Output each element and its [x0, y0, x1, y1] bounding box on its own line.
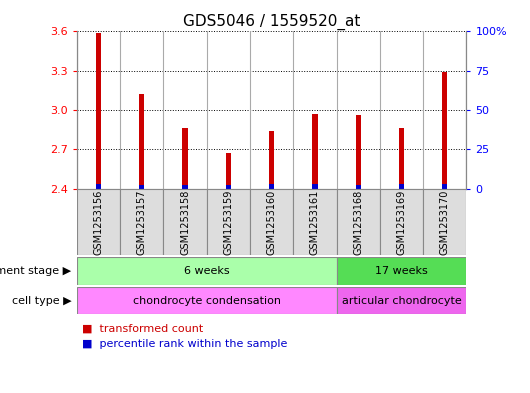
- Bar: [269, 131, 274, 189]
- Bar: [96, 33, 101, 189]
- Bar: [163, 189, 207, 255]
- Bar: [269, 184, 274, 189]
- Bar: [182, 185, 188, 189]
- Bar: [356, 185, 361, 189]
- Text: GSM1253156: GSM1253156: [93, 189, 103, 255]
- Bar: [337, 257, 466, 285]
- Text: GSM1253168: GSM1253168: [353, 189, 363, 255]
- Bar: [356, 115, 361, 189]
- Bar: [337, 189, 380, 255]
- Bar: [250, 189, 293, 255]
- Bar: [337, 287, 466, 314]
- Title: GDS5046 / 1559520_at: GDS5046 / 1559520_at: [183, 14, 360, 30]
- Bar: [399, 129, 404, 189]
- Bar: [77, 287, 337, 314]
- Text: ■  percentile rank within the sample: ■ percentile rank within the sample: [82, 339, 287, 349]
- Bar: [293, 189, 337, 255]
- Bar: [312, 114, 317, 189]
- Bar: [442, 184, 447, 189]
- Bar: [226, 185, 231, 189]
- Text: development stage ▶: development stage ▶: [0, 266, 72, 276]
- Bar: [77, 189, 120, 255]
- Text: articular chondrocyte: articular chondrocyte: [342, 296, 461, 306]
- Bar: [182, 129, 188, 189]
- Bar: [226, 153, 231, 189]
- Bar: [312, 184, 317, 189]
- Text: chondrocyte condensation: chondrocyte condensation: [132, 296, 281, 306]
- Text: 6 weeks: 6 weeks: [184, 266, 229, 276]
- Text: GSM1253159: GSM1253159: [223, 189, 233, 255]
- Bar: [96, 184, 101, 189]
- Text: GSM1253161: GSM1253161: [310, 189, 320, 255]
- Text: GSM1253158: GSM1253158: [180, 189, 190, 255]
- Bar: [77, 257, 337, 285]
- Text: ■  transformed count: ■ transformed count: [82, 323, 204, 333]
- Text: GSM1253160: GSM1253160: [267, 189, 277, 255]
- Text: GSM1253170: GSM1253170: [440, 189, 450, 255]
- Bar: [380, 189, 423, 255]
- Bar: [423, 189, 466, 255]
- Bar: [139, 94, 144, 189]
- Text: GSM1253157: GSM1253157: [137, 189, 147, 255]
- Text: cell type ▶: cell type ▶: [12, 296, 72, 306]
- Bar: [139, 185, 144, 189]
- Text: 17 weeks: 17 weeks: [375, 266, 428, 276]
- Bar: [207, 189, 250, 255]
- Bar: [120, 189, 163, 255]
- Text: GSM1253169: GSM1253169: [396, 189, 407, 255]
- Bar: [442, 72, 447, 189]
- Bar: [399, 184, 404, 189]
